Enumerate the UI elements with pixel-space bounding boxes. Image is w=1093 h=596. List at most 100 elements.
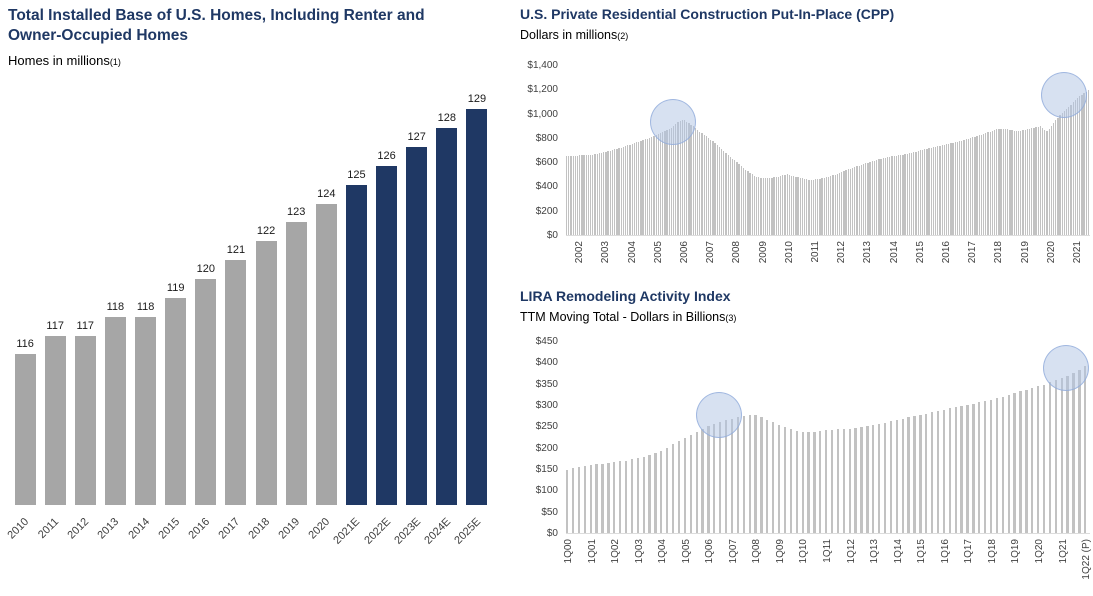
lira-bar (648, 455, 651, 533)
cpp-bar (712, 141, 714, 235)
data-label: 119 (166, 281, 185, 294)
y-tick-label: $200 (535, 205, 558, 217)
data-label: 118 (106, 300, 125, 313)
lira-bar (960, 405, 963, 533)
cpp-bar (865, 163, 867, 235)
cpp-bar (897, 155, 900, 235)
cpp-bar (740, 166, 742, 235)
cpp-bar (836, 173, 839, 235)
cpp-bar (677, 122, 679, 235)
lira-bar (613, 462, 616, 533)
x-tick-label: 2002 (574, 241, 586, 264)
cpp-bar (983, 133, 985, 235)
cpp-bar (609, 150, 611, 235)
cpp-bar (843, 171, 845, 235)
lira-bar (866, 425, 869, 533)
cpp-bar (948, 143, 950, 235)
cpp-bar (1061, 113, 1063, 235)
data-label: 118 (136, 300, 155, 313)
lira-bar (724, 420, 728, 533)
lira-bar (1037, 386, 1040, 533)
x-tick-label: 2015 (914, 241, 926, 264)
installed-base-bar-2019 (285, 222, 307, 505)
cpp-bar (782, 175, 784, 235)
lira-bar (913, 416, 916, 533)
lira-bar (566, 469, 569, 533)
installed-base-bar-2024E (436, 128, 458, 505)
cpp-bar (860, 164, 863, 235)
cpp-bar (1087, 89, 1090, 235)
lira-bar (789, 429, 793, 533)
cpp-bar (937, 146, 939, 235)
cpp-bar (570, 156, 572, 235)
lira-bar (978, 402, 981, 533)
data-label: 128 (437, 112, 456, 125)
cpp-bar (993, 130, 996, 235)
lira-bar (836, 429, 840, 533)
cpp-bar (635, 142, 638, 235)
cpp-bar (745, 169, 747, 235)
cpp-bar (801, 178, 804, 235)
cpp-bar (1020, 130, 1022, 235)
lira-bar (936, 411, 940, 533)
lira-bar (842, 428, 846, 533)
cpp-bar (928, 148, 930, 235)
cpp-bar (587, 155, 590, 235)
cpp-bar (1046, 131, 1048, 235)
cpp-bar (583, 154, 585, 235)
installed-base-bar-2021E (345, 184, 367, 505)
x-tick-label: 1Q20 (1034, 539, 1045, 564)
installed-base-bar-2025E (466, 109, 488, 505)
cpp-bar (581, 154, 583, 235)
data-label: 116 (16, 338, 34, 351)
lira-bar (872, 425, 875, 533)
cpp-bar (1007, 129, 1009, 235)
x-tick-label: 1Q07 (727, 539, 739, 564)
lira-bar (772, 422, 775, 533)
cpp-bar (760, 177, 762, 235)
lira-bar (713, 424, 716, 533)
lira-bar (1060, 378, 1063, 533)
cpp-bar (644, 139, 646, 235)
cpp-bar (788, 174, 790, 235)
installed-base-subtitle: Homes in millions(1) (8, 53, 500, 68)
cpp-bar (622, 146, 625, 235)
y-tick-label: $400 (535, 181, 558, 193)
data-label: 129 (467, 93, 487, 106)
y-tick-label: $300 (535, 400, 558, 411)
lira-bar (925, 413, 928, 533)
lira-bar (878, 423, 881, 533)
x-tick-label: 2017 (967, 241, 979, 264)
cpp-bar (1085, 91, 1087, 235)
data-label: 127 (407, 131, 426, 144)
lira-bar (1048, 382, 1052, 533)
x-tick-label: 2010 (783, 241, 795, 264)
cpp-bar (618, 148, 620, 235)
cpp-bar (867, 162, 869, 235)
x-tick-label: 2016 (941, 241, 952, 264)
lira-bar (583, 465, 586, 533)
cpp-bar (934, 146, 937, 235)
cpp-bar (882, 158, 884, 235)
cpp-bar (814, 179, 817, 235)
lira-bar (1025, 389, 1028, 533)
cpp-bar (878, 159, 880, 235)
cpp-bar (817, 179, 819, 235)
cpp-bar (1013, 130, 1015, 235)
cpp-bar (707, 137, 710, 235)
data-label: 121 (226, 244, 246, 257)
cpp-bar (784, 174, 786, 235)
x-tick-label: 1Q09 (774, 539, 786, 564)
cpp-bar (902, 154, 904, 235)
cpp-bar (987, 132, 989, 235)
cpp-bar (1076, 98, 1079, 235)
cpp-bar (714, 143, 716, 235)
x-tick-label: 2005 (652, 241, 664, 264)
cpp-bar (978, 135, 980, 235)
cpp-bar (592, 154, 594, 235)
lira-bar (571, 468, 575, 533)
lira-bar (642, 457, 645, 533)
cpp-bar (1000, 128, 1002, 235)
lira-bar (901, 418, 904, 533)
cpp-chart: U.S. Private Residential Construction Pu… (520, 6, 1093, 288)
